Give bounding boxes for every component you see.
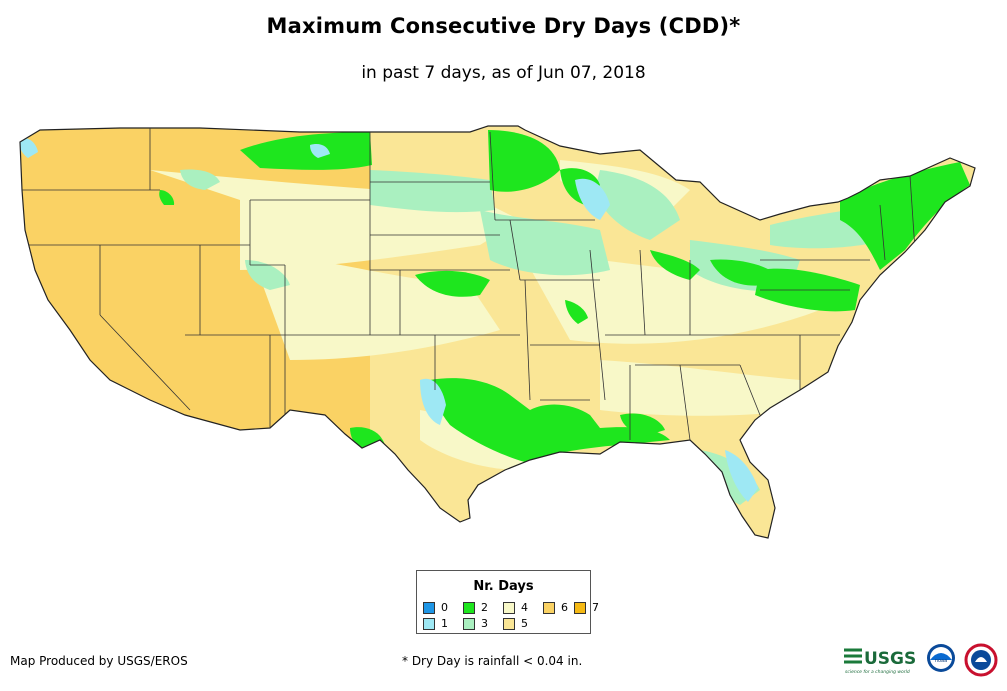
agency-logos: USGS science for a changing world noaa <box>844 643 998 677</box>
legend-item-1: 1 <box>423 617 463 630</box>
legend-item-3: 3 <box>463 617 503 630</box>
legend-item-7: 7 <box>574 601 599 614</box>
map-credit: Map Produced by USGS/EROS <box>10 654 188 668</box>
nws-logo <box>964 643 998 677</box>
usgs-logo: USGS science for a changing world <box>844 648 916 675</box>
usgs-wordmark: USGS <box>864 649 916 669</box>
legend-label-1: 1 <box>441 617 448 630</box>
legend-swatch-1 <box>423 617 435 630</box>
legend-label-0: 0 <box>441 601 448 614</box>
dry-days-fill <box>20 126 975 538</box>
legend-item-4: 4 <box>503 601 543 614</box>
legend-label-4: 4 <box>521 601 528 614</box>
cdd-map <box>19 125 976 539</box>
map-subtitle: in past 7 days, as of Jun 07, 2018 <box>361 63 646 83</box>
legend-label-7: 7 <box>592 601 599 614</box>
legend-label-5: 5 <box>521 617 528 630</box>
dry-day-note: * Dry Day is rainfall < 0.04 in. <box>402 654 583 668</box>
legend-label-2: 2 <box>481 601 488 614</box>
legend-swatch-4 <box>503 601 515 614</box>
legend-item-6: 6 7 <box>543 601 599 614</box>
legend-swatch-3 <box>463 617 475 630</box>
legend-swatch-2 <box>463 601 475 614</box>
legend-item-5: 5 <box>503 617 543 630</box>
legend-swatch-6 <box>543 601 555 614</box>
noaa-wordmark: noaa <box>935 658 947 664</box>
us-outline <box>19 125 976 539</box>
state-boundaries <box>20 128 916 441</box>
legend-label-3: 3 <box>481 617 488 630</box>
legend-box: Nr. Days 0 1 2 3 4 5 6 7 <box>416 570 599 634</box>
legend-item-2: 2 <box>463 601 503 614</box>
legend-swatch-0 <box>423 601 435 614</box>
legend-swatch-7 <box>574 601 586 614</box>
noaa-logo: noaa <box>927 644 955 672</box>
legend-grid: 0 1 2 3 4 5 6 7 <box>423 601 599 630</box>
legend-item-0: 0 <box>423 601 463 614</box>
map-title: Maximum Consecutive Dry Days (CDD)* <box>266 14 741 38</box>
legend-swatch-5 <box>503 617 515 630</box>
usgs-tagline: science for a changing world <box>845 669 910 675</box>
legend-title: Nr. Days <box>473 579 534 594</box>
legend-label-6: 6 <box>561 601 568 614</box>
